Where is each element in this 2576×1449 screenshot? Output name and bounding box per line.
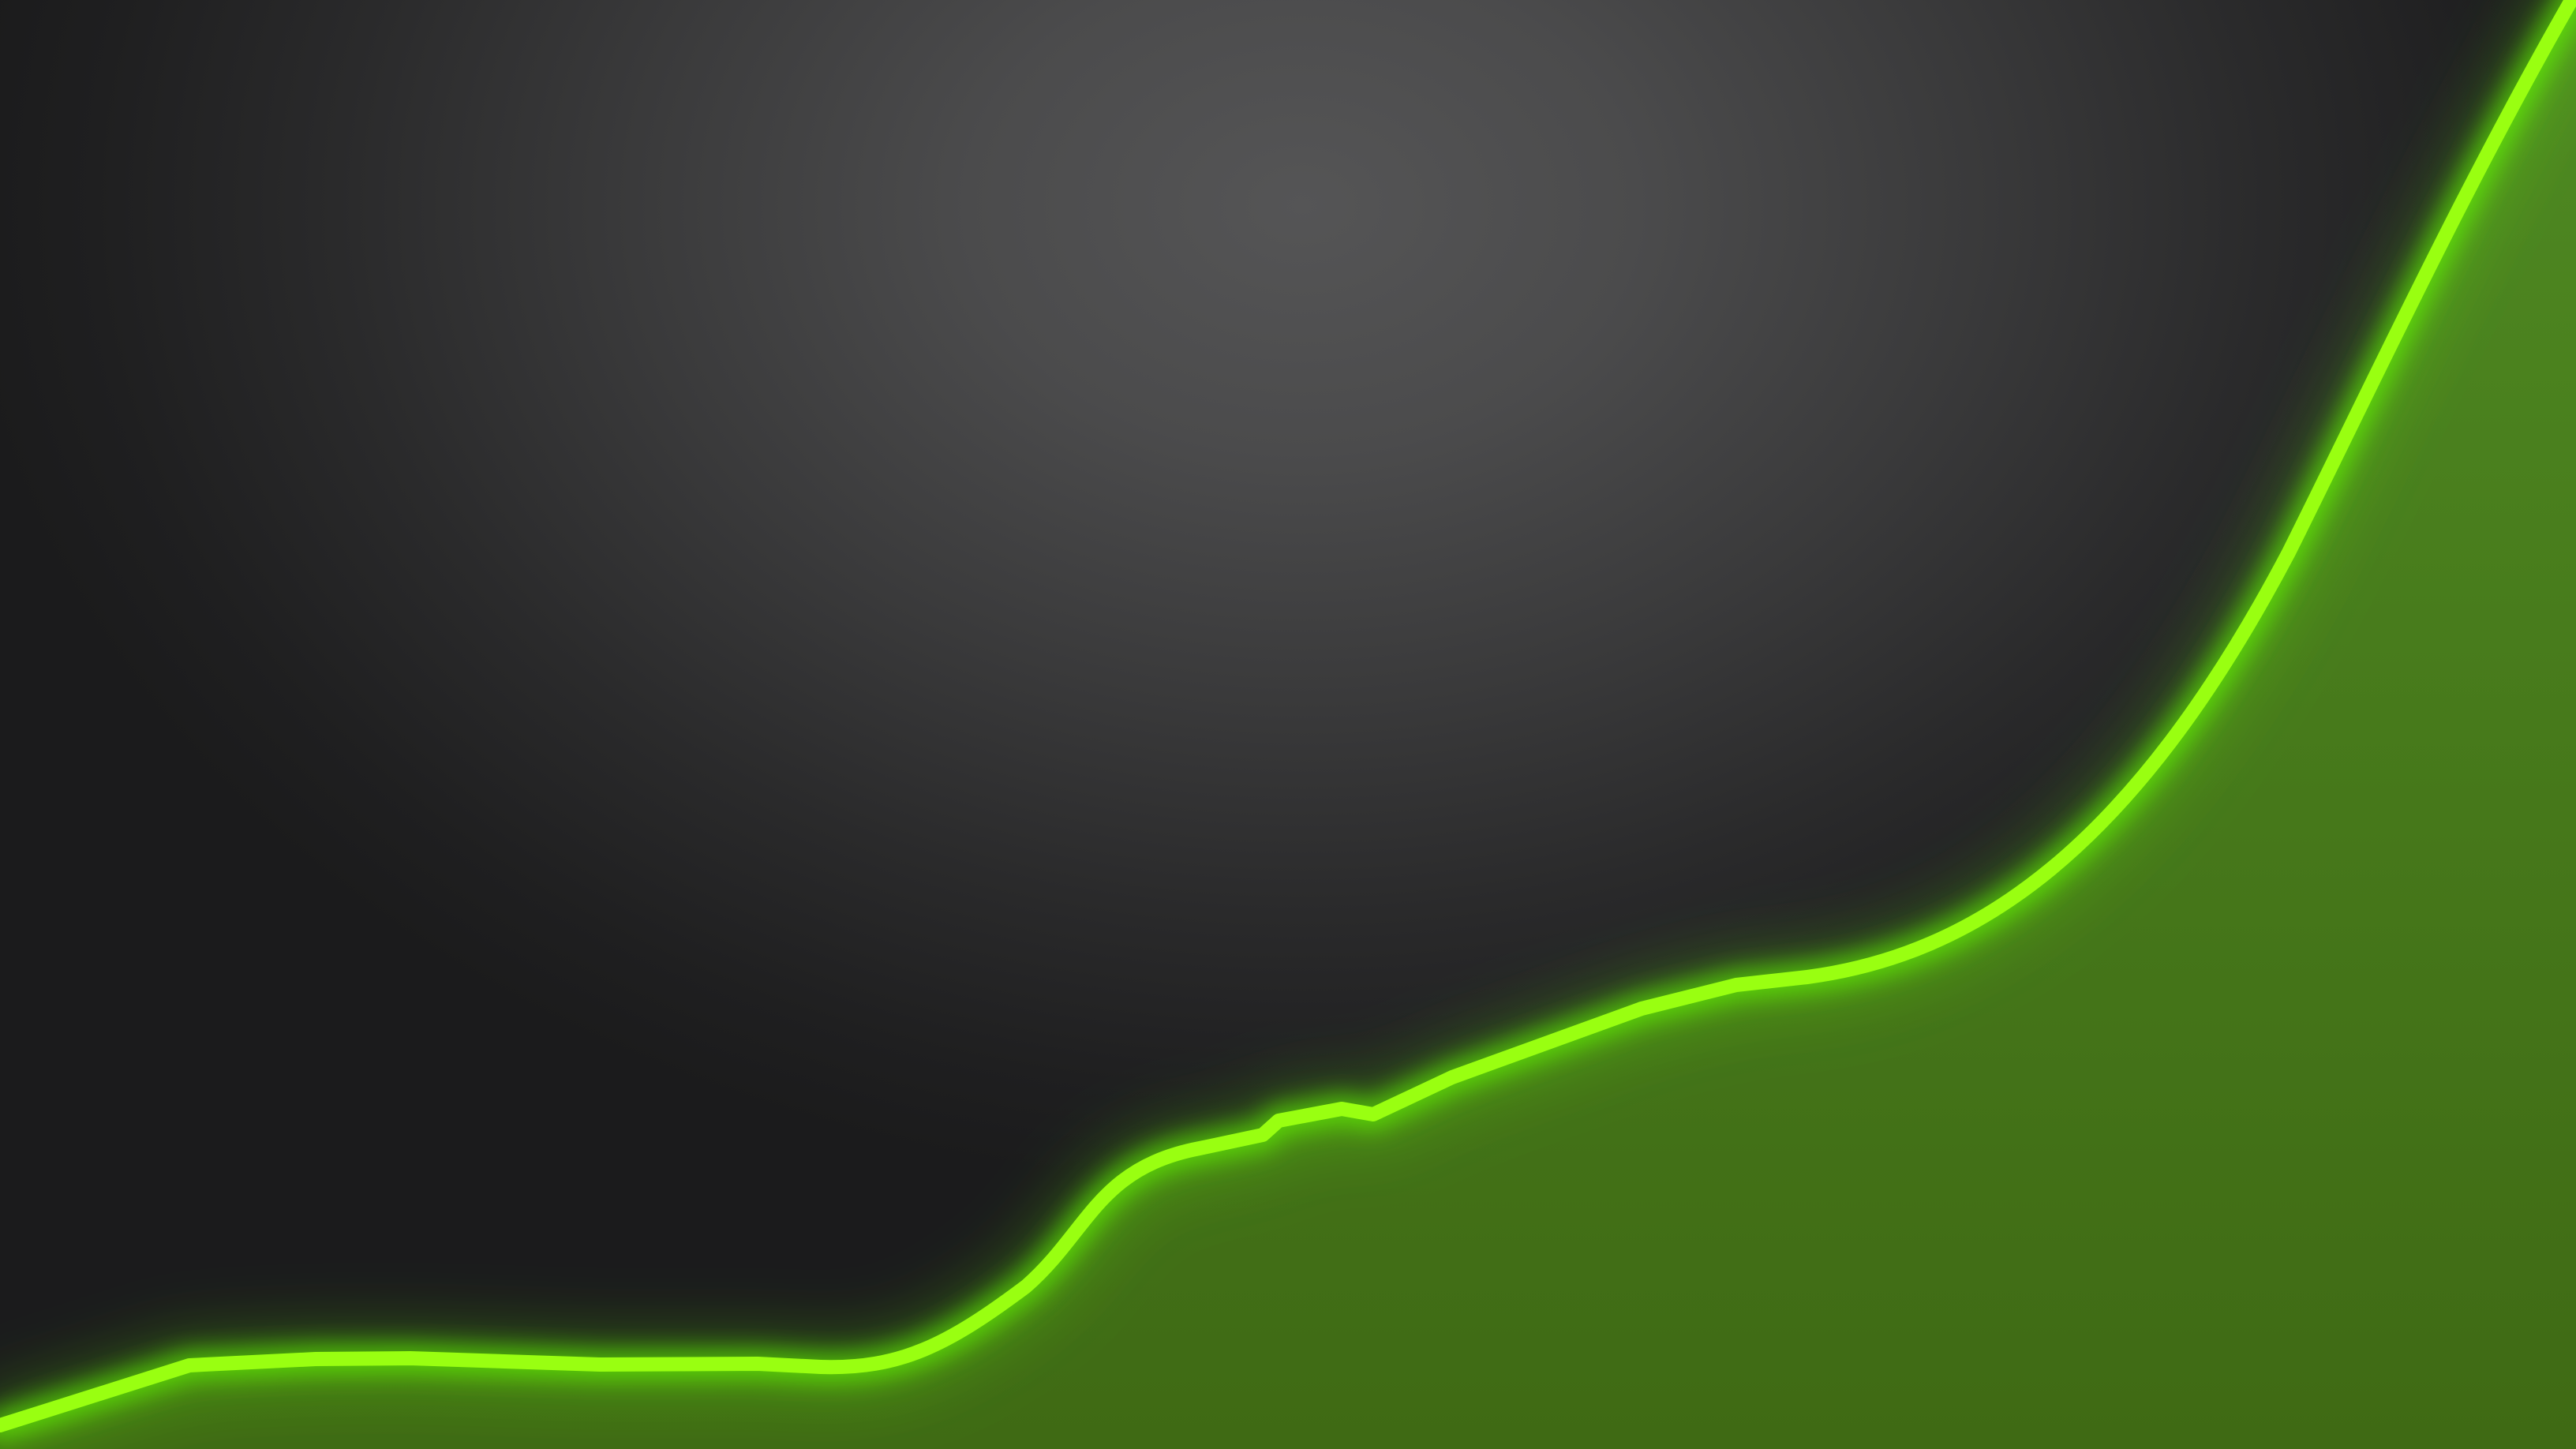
green-area-fill <box>0 0 2576 1449</box>
glowing-green-line <box>0 0 2576 1432</box>
glowing-line-graphic <box>0 0 2576 1449</box>
desktop-wallpaper <box>0 0 2576 1449</box>
